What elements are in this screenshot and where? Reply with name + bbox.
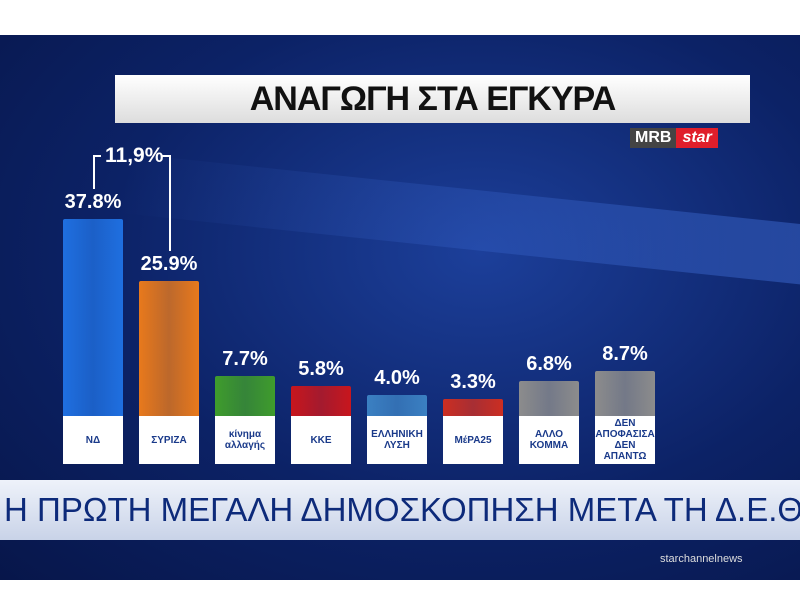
annotation: 11,9% bbox=[105, 144, 164, 167]
bar bbox=[595, 370, 655, 416]
value-label: 6.8% bbox=[526, 352, 572, 375]
category-label: ΚΚΕ bbox=[291, 416, 351, 464]
bar bbox=[367, 395, 427, 416]
category-label: ΣΥΡΙΖΑ bbox=[139, 416, 199, 464]
bracket bbox=[161, 155, 171, 157]
value-label: 4.0% bbox=[374, 367, 420, 390]
bar bbox=[519, 380, 579, 416]
background-swoosh bbox=[119, 153, 800, 307]
category-label: ΝΔ bbox=[63, 416, 123, 464]
value-label: 25.9% bbox=[140, 253, 198, 276]
value-label: 5.8% bbox=[298, 357, 344, 380]
screen: ΑΝΑΓΩΓΗ ΣΤΑ ΕΓΚΥΡΑ MRB star Η ΠΡΩΤΗ ΜΕΓΑ… bbox=[0, 35, 800, 580]
bar bbox=[291, 385, 351, 416]
category-label: ΔΕΝ ΑΠΟΦΑΣΙΣΑ ΔΕΝ ΑΠΑΝΤΩ bbox=[595, 416, 655, 464]
category-label: ΕΛΛΗΝΙΚΗ ΛΥΣΗ bbox=[367, 416, 427, 464]
bracket bbox=[93, 155, 101, 157]
value-label: 37.8% bbox=[64, 191, 122, 214]
value-label: 3.3% bbox=[450, 370, 496, 393]
bracket bbox=[93, 155, 95, 190]
star-logo: star bbox=[676, 128, 718, 148]
mrb-logo: MRB bbox=[630, 128, 677, 148]
category-label: ΜέΡΑ25 bbox=[443, 416, 503, 464]
social-handle: starchannelnews bbox=[660, 553, 743, 565]
news-ticker: Η ΠΡΩΤΗ ΜΕΓΑΛΗ ΔΗΜΟΣΚΟΠΗΣΗ ΜΕΤΑ ΤΗ Δ.Ε.Θ… bbox=[0, 480, 800, 540]
value-label: 8.7% bbox=[602, 342, 648, 365]
bar bbox=[443, 398, 503, 416]
chart-title: ΑΝΑΓΩΓΗ ΣΤΑ ΕΓΚΥΡΑ bbox=[115, 75, 750, 123]
bar bbox=[215, 375, 275, 416]
category-label: ΑΛΛΟ ΚΟΜΜΑ bbox=[519, 416, 579, 464]
bracket bbox=[169, 155, 171, 252]
value-label: 7.7% bbox=[222, 347, 268, 370]
bar bbox=[63, 219, 123, 416]
bar bbox=[139, 281, 199, 416]
category-label: κίνημα αλλαγής bbox=[215, 416, 275, 464]
broadcaster-logo: MRB star bbox=[630, 128, 718, 148]
